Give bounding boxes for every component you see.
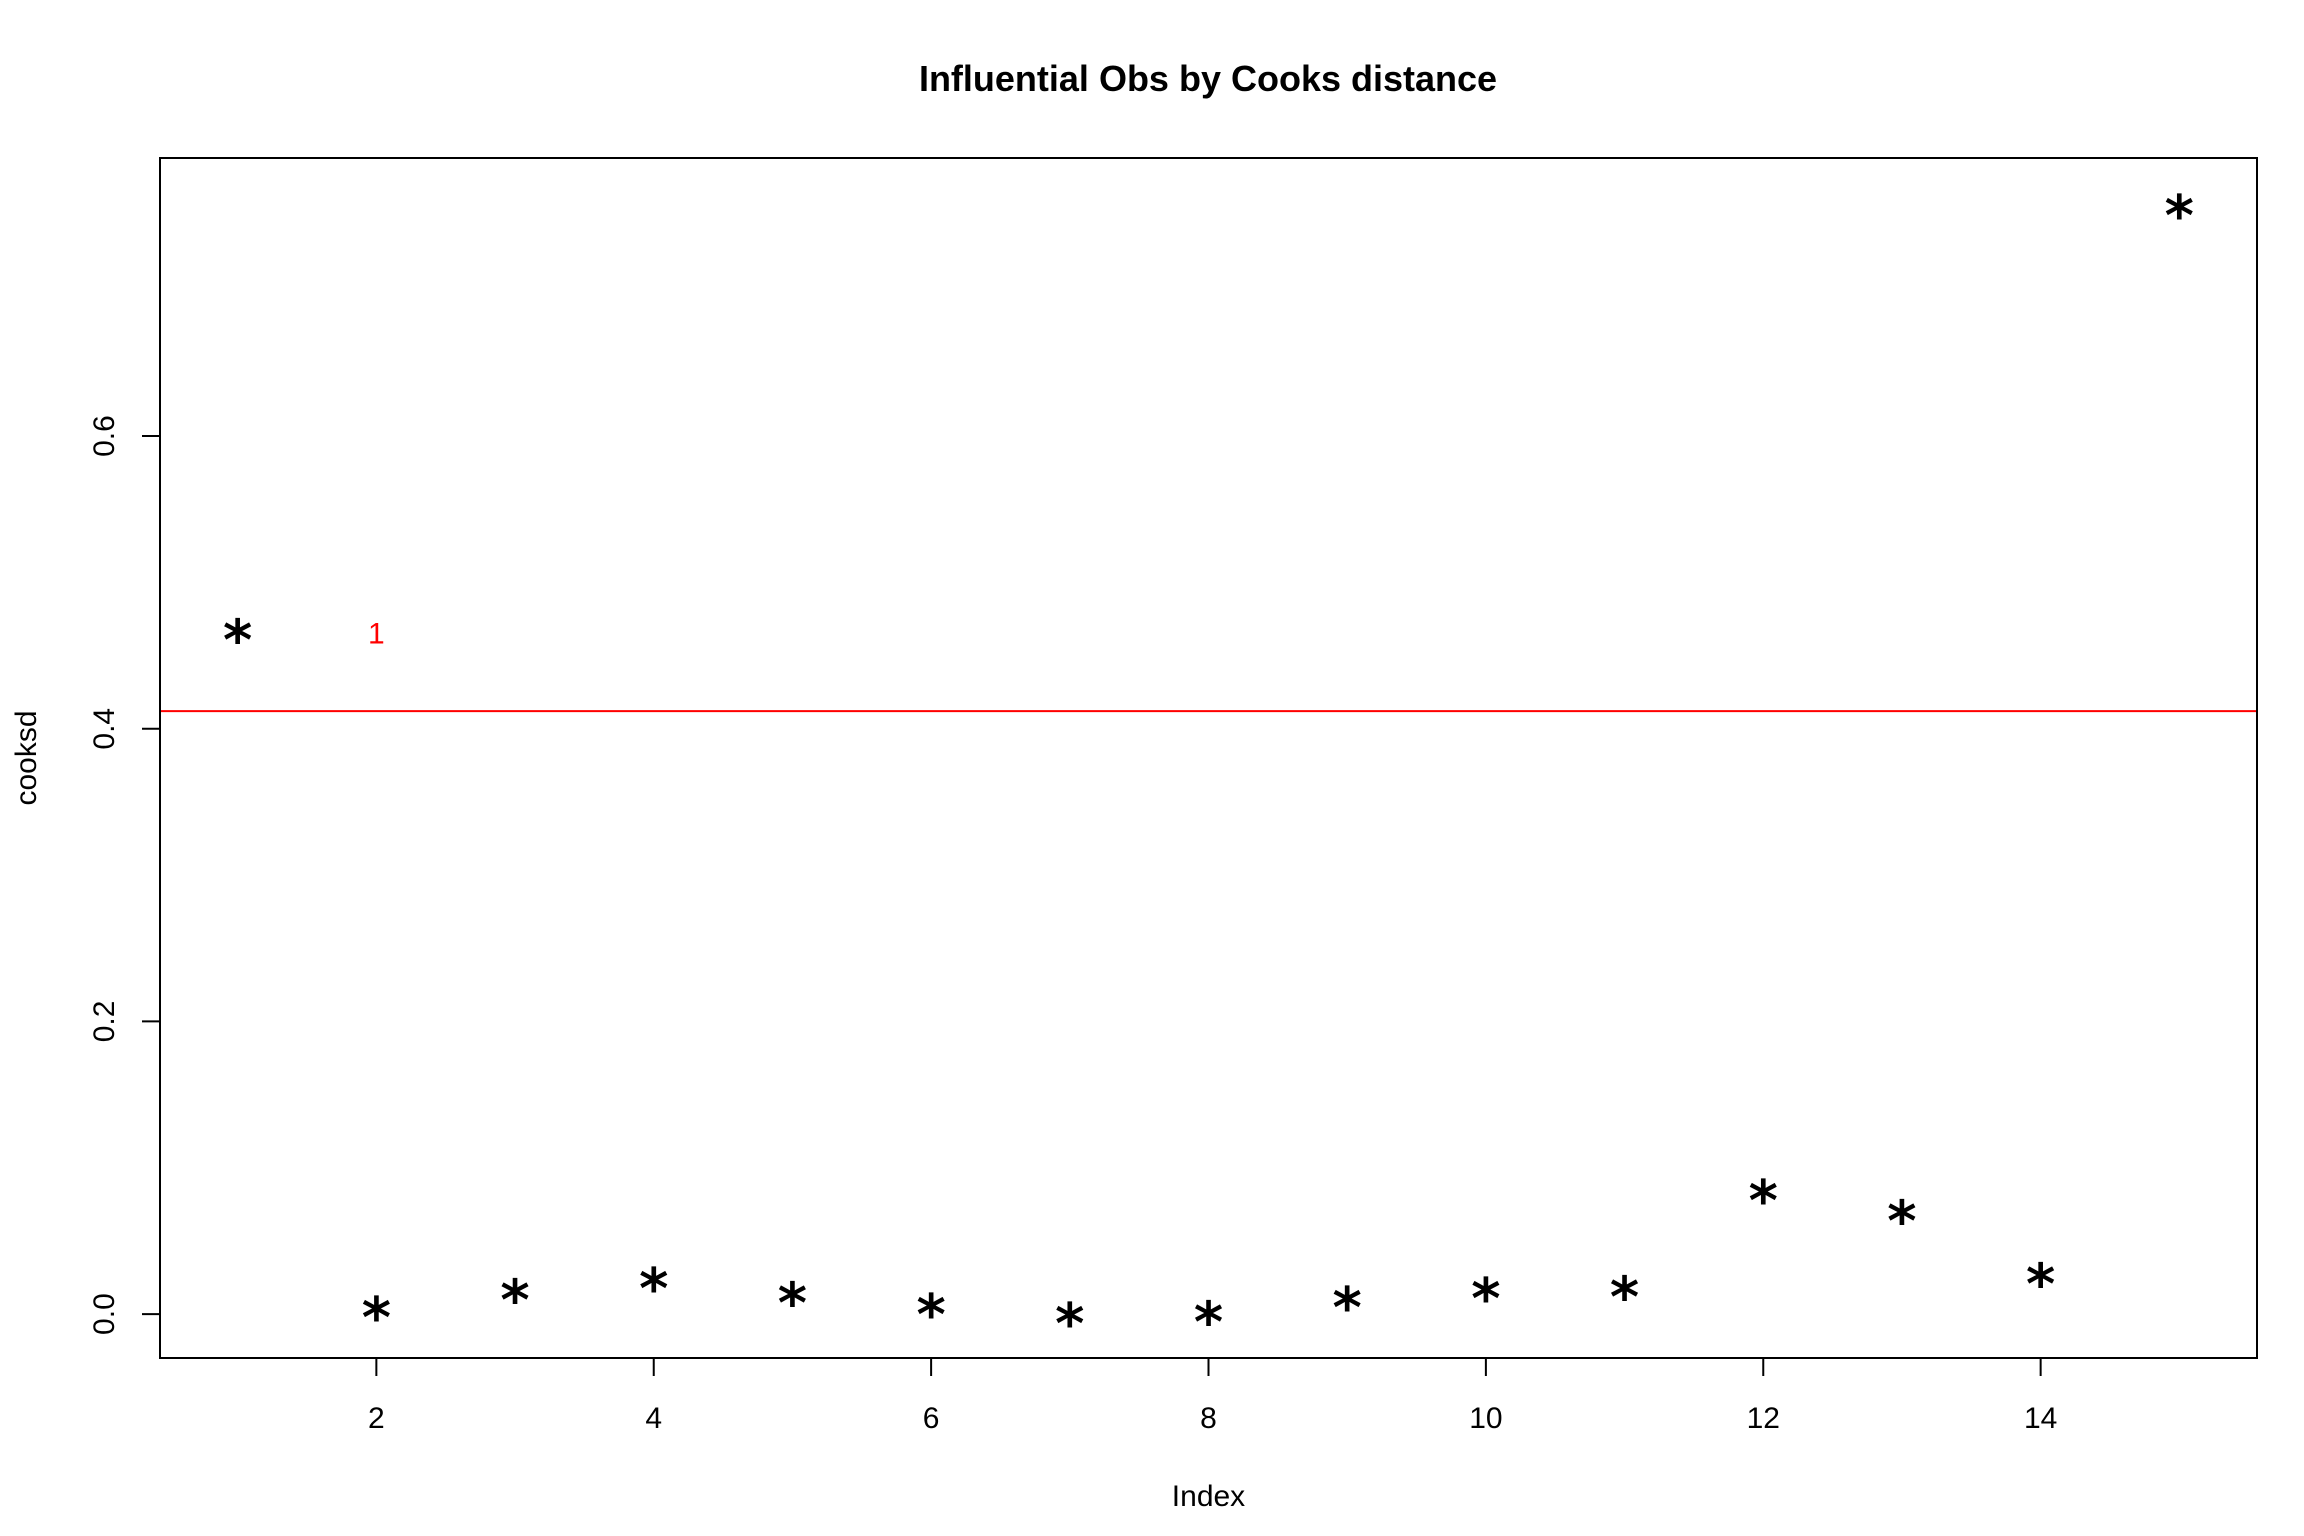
- data-point: *: [1749, 1169, 1778, 1234]
- point-annotation: 1: [368, 618, 385, 651]
- x-axis-label: Index: [1172, 1480, 1245, 1513]
- data-point: *: [916, 1283, 945, 1348]
- data-point: *: [2165, 184, 2194, 249]
- data-point: *: [223, 609, 252, 674]
- x-tick-label: 4: [645, 1402, 662, 1435]
- y-tick-label: 0.2: [88, 1001, 121, 1043]
- axes: 2 4 6 8 10 12 14 0.0 0.2 0.4 0.6: [88, 415, 2057, 1435]
- y-axis-label: cooksd: [10, 710, 43, 805]
- data-point: *: [362, 1286, 391, 1351]
- x-tick-label: 14: [2024, 1402, 2057, 1435]
- y-tick-label: 0.0: [88, 1293, 121, 1335]
- data-point: *: [1610, 1266, 1639, 1331]
- data-point: *: [1194, 1291, 1223, 1356]
- data-point: *: [2026, 1253, 2055, 1318]
- x-tick-label: 12: [1747, 1402, 1780, 1435]
- y-tick-label: 0.4: [88, 708, 121, 750]
- x-tick-label: 10: [1469, 1402, 1502, 1435]
- data-point: *: [1471, 1267, 1500, 1332]
- data-point: *: [639, 1257, 668, 1322]
- plot-frame: [159, 157, 2258, 1359]
- data-points: * * * * * * * * * * * * * * *: [223, 184, 2194, 1357]
- data-point: *: [1333, 1276, 1362, 1341]
- x-tick-label: 8: [1200, 1402, 1217, 1435]
- y-tick-label: 0.6: [88, 415, 121, 457]
- data-point: *: [1887, 1190, 1916, 1255]
- chart-title: Influential Obs by Cooks distance: [919, 58, 1497, 99]
- x-tick-label: 2: [368, 1402, 385, 1435]
- data-point: *: [1055, 1292, 1084, 1357]
- data-point: *: [500, 1269, 529, 1334]
- annotations: 1: [368, 618, 385, 651]
- data-point: *: [778, 1272, 807, 1337]
- x-tick-label: 6: [923, 1402, 940, 1435]
